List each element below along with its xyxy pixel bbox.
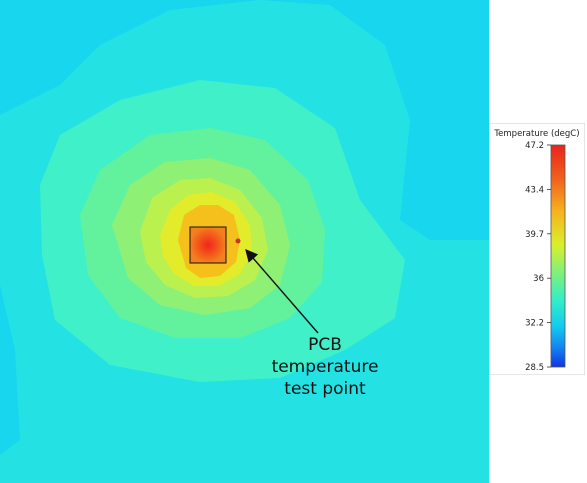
legend-tick-label: 47.2 xyxy=(525,141,544,151)
legend-ticks: 47.2 43.4 39.7 36 32.2 28.5 xyxy=(525,141,551,373)
legend-tick-label: 28.5 xyxy=(525,363,544,373)
annotation-line-2: temperature xyxy=(271,357,379,377)
legend-panel xyxy=(489,123,585,375)
legend-tick-label: 32.2 xyxy=(525,319,544,329)
annotation-line-1: PCB xyxy=(308,335,342,355)
legend-tick-label: 39.7 xyxy=(525,230,544,240)
legend-tick-label: 36 xyxy=(533,274,544,284)
legend-title: Temperature (degC) xyxy=(493,129,579,139)
temperature-legend: Temperature (degC) 47.2 43.4 39.7 36 32.2 28.… xyxy=(489,123,585,375)
component-hotspot xyxy=(189,226,227,264)
thermal-contour-plot xyxy=(0,0,489,483)
annotation-line-3: test point xyxy=(284,379,366,399)
annotation-arrow xyxy=(245,249,319,334)
legend-colorbar xyxy=(550,144,566,368)
annotation-label: PCB temperature test point xyxy=(255,334,395,400)
test-point-marker xyxy=(235,238,241,244)
legend-tick-label: 43.4 xyxy=(525,185,544,195)
